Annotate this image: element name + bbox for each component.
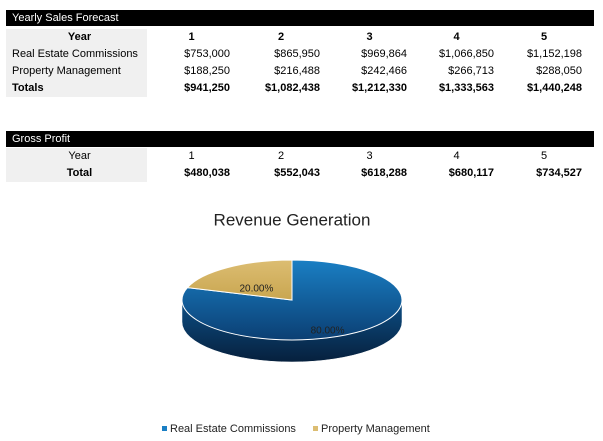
cell-value: $242,466 [361,65,407,77]
row-label: Totals [6,80,147,97]
cell-value: $188,250 [184,65,230,77]
header-cell: 4 [453,150,460,162]
data-label: 20.00% [239,284,273,295]
header-cell: 2 [277,150,285,162]
pie-chart: Revenue Generation 80.00% 20.00% Real Esta… [162,210,430,435]
table-title: Gross Profit [6,131,594,147]
cell-value: $1,082,438 [264,82,320,94]
header-cell: 4 [453,31,460,43]
cell-value: $941,250 [184,82,230,94]
legend-swatch [162,426,167,431]
row-label: Real Estate Commissions [6,46,147,63]
header-cell: 5 [540,31,548,43]
legend-label: Property Management [321,423,430,435]
chart-title: Revenue Generation [214,210,371,229]
cell-value: $552,043 [274,167,320,179]
header-cell: Year [6,29,147,46]
row-label: Property Management [6,63,147,80]
legend-label: Real Estate Commissions [170,423,296,435]
cell-value: $865,950 [274,48,320,60]
header-cell: 1 [188,150,195,162]
header-cell: 1 [188,31,195,43]
cell-value: $680,117 [448,167,494,179]
data-label: 80.00% [311,326,345,337]
cell-value: $1,066,850 [438,48,494,60]
legend-swatch [313,426,318,431]
cell-value: $969,864 [361,48,407,60]
cell-value: $1,152,198 [526,48,582,60]
cell-value: $216,488 [274,65,320,77]
cell-value: $618,288 [361,167,407,179]
cell-value: $266,713 [448,65,494,77]
header-cell: 5 [540,150,548,162]
row-label: Total [6,165,147,182]
pie-slice [186,259,293,301]
header-cell: 3 [366,31,373,43]
header-cell: Year [6,148,147,165]
table-title: Yearly Sales Forecast [6,10,594,26]
cell-value: $1,212,330 [351,82,407,94]
cell-value: $288,050 [536,65,582,77]
cell-value: $734,527 [536,167,582,179]
header-cell: 3 [366,150,373,162]
header-cell: 2 [277,31,285,43]
cell-value: $1,440,248 [526,82,582,94]
cell-value: $1,333,563 [438,82,494,94]
cell-value: $753,000 [184,48,230,60]
cell-value: $480,038 [184,167,230,179]
